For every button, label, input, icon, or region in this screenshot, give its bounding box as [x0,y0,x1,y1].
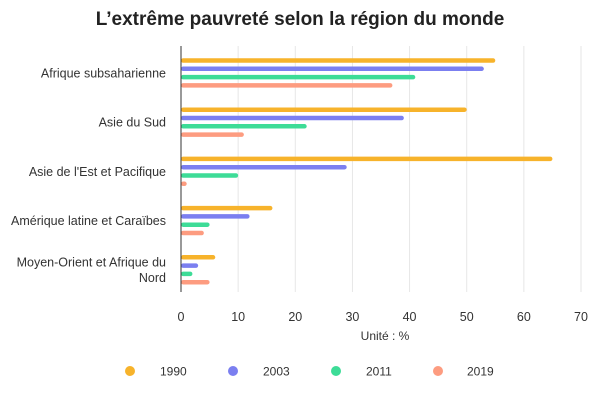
bar-1990-0 [181,58,496,63]
x-tick-label: 0 [178,310,185,324]
bar-2003-3 [181,214,250,219]
chart-title: L’extrême pauvreté selon la région du mo… [96,9,505,30]
category-label: Afrique subsaharienne [41,66,166,80]
bar-2011-4 [181,271,193,277]
category-label: Nord [139,271,166,285]
x-tick-label: 50 [460,310,474,324]
category-label: Asie du Sud [99,116,166,130]
bar-1990-2 [181,156,553,162]
bar-1990-4 [181,255,216,260]
legend-marker-1990 [125,366,135,376]
bar-2019-4 [181,279,210,285]
bar-2019-0 [181,83,393,88]
bar-1990-3 [181,205,273,211]
legend-label-2003: 2003 [263,365,290,379]
legend-label-2011: 2011 [366,365,392,379]
bar-2019-1 [181,132,244,137]
bar-2011-0 [181,74,416,80]
x-tick-label: 10 [231,310,245,324]
category-label: Amérique latine et Caraïbes [11,214,166,228]
x-tick-label: 60 [517,310,531,324]
x-tick-label: 20 [288,310,302,324]
x-tick-labels: 0 10 20 30 40 50 60 70 [178,310,588,324]
category-label: Asie de l'Est et Pacifique [29,165,166,179]
x-tick-label: 70 [574,310,588,324]
bar-2003-0 [181,66,484,72]
x-tick-label: 40 [403,310,417,324]
bar-2019-3 [181,230,204,236]
bars [181,58,553,285]
legend-marker-2019 [433,366,443,376]
bar-2003-2 [181,164,347,170]
legend-marker-2003 [228,366,238,376]
x-tick-label: 30 [345,310,359,324]
bar-2019-2 [181,181,187,187]
category-labels: Afrique subsaharienne Asie du Sud Asie de … [11,66,166,285]
x-axis-title: Unité : % [361,329,410,343]
bar-2011-1 [181,124,307,129]
legend-marker-2011 [331,366,341,376]
category-label: Moyen-Orient et Afrique du [17,256,166,270]
legend-label-1990: 1990 [160,365,187,379]
bar-1990-1 [181,107,467,112]
bar-2003-4 [181,263,199,268]
legend-label-2019: 2019 [467,365,494,379]
bar-2011-2 [181,173,239,178]
bar-2011-3 [181,222,210,227]
bar-2003-1 [181,115,404,121]
legend: 1990 2003 2011 2019 [125,365,494,379]
